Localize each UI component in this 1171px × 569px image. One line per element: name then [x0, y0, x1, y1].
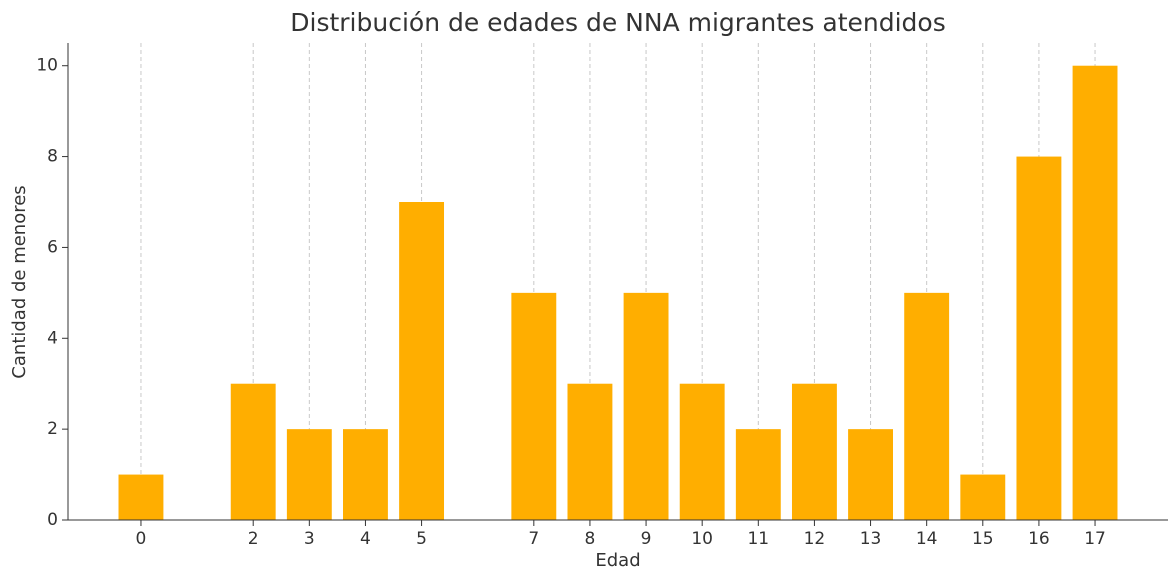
x-axis-label: Edad	[595, 550, 640, 569]
bar	[343, 429, 388, 520]
bar	[1072, 65, 1118, 520]
y-axis-label: Cantidad de menores	[9, 185, 30, 378]
bar	[286, 429, 332, 520]
bar	[904, 292, 950, 520]
x-tick-label: 3	[304, 529, 315, 549]
x-tick-label: 10	[691, 529, 713, 549]
x-tick-label: 12	[804, 529, 826, 549]
x-tick-label: 0	[136, 529, 147, 549]
bar	[960, 474, 1006, 520]
bar	[679, 383, 725, 520]
bar	[623, 292, 669, 520]
x-tick-label: 11	[747, 529, 769, 549]
x-tick-label: 15	[972, 529, 994, 549]
bar	[511, 292, 557, 520]
bar	[735, 429, 781, 520]
x-tick-label: 13	[860, 529, 882, 549]
x-tick-label: 14	[916, 529, 938, 549]
y-tick-label: 2	[47, 419, 58, 439]
bar	[1016, 156, 1062, 521]
bar	[567, 383, 613, 520]
y-tick-label: 0	[47, 510, 58, 530]
bar	[791, 383, 837, 520]
x-tick-label: 17	[1084, 529, 1106, 549]
x-tick-label: 4	[360, 529, 371, 549]
y-tick-label: 10	[36, 56, 58, 76]
y-tick-label: 4	[47, 328, 58, 348]
bar	[399, 202, 445, 520]
bar	[230, 383, 276, 520]
x-tick-label: 8	[585, 529, 596, 549]
bar	[118, 474, 164, 520]
chart-title: Distribución de edades de NNA migrantes …	[290, 8, 946, 37]
x-tick-label: 5	[416, 529, 427, 549]
bar	[848, 429, 893, 520]
x-tick-label: 7	[528, 529, 539, 549]
y-tick-label: 8	[47, 147, 58, 167]
x-tick-label: 16	[1028, 529, 1050, 549]
x-tick-label: 2	[248, 529, 259, 549]
y-tick-label: 6	[47, 237, 58, 257]
x-tick-label: 9	[641, 529, 652, 549]
